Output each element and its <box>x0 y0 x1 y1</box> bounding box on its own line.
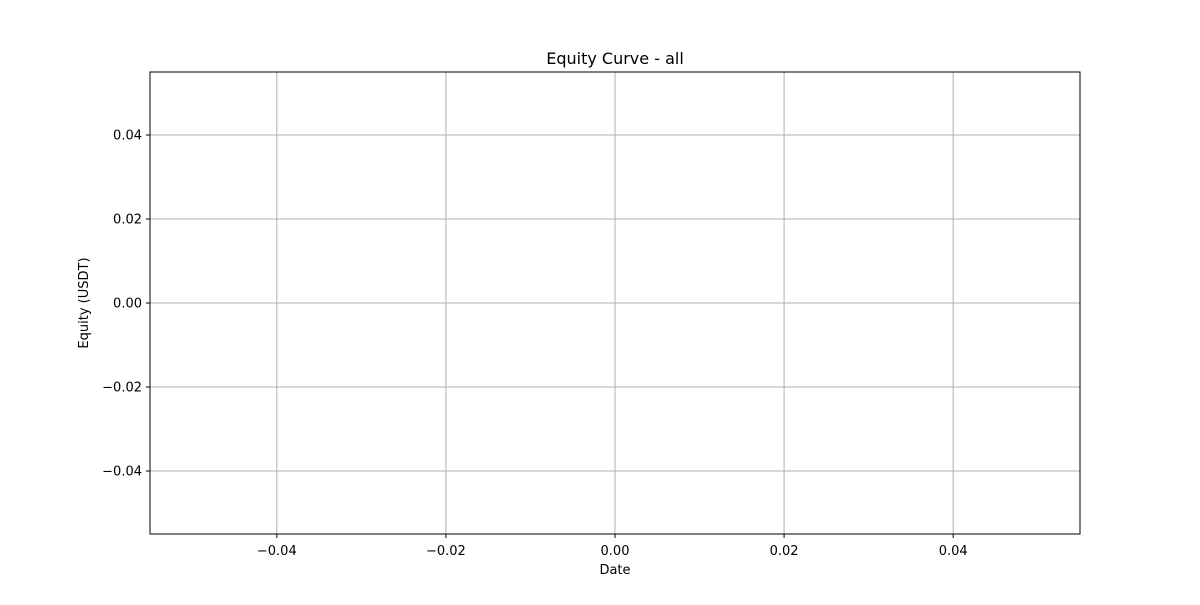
chart-title: Equity Curve - all <box>546 49 684 68</box>
y-axis-label: Equity (USDT) <box>77 257 92 348</box>
y-tick-label: 0.00 <box>113 297 142 312</box>
x-tick-label: 0.04 <box>939 544 968 559</box>
y-tick-label: −0.04 <box>102 465 142 480</box>
x-axis-label: Date <box>599 563 630 578</box>
x-tick-label: −0.02 <box>426 544 466 559</box>
grid <box>150 72 1080 534</box>
y-tick-label: 0.02 <box>113 213 142 228</box>
x-tick-label: 0.00 <box>601 544 630 559</box>
x-tick-label: −0.04 <box>257 544 297 559</box>
x-tick-label: 0.02 <box>770 544 799 559</box>
y-tick-label: 0.04 <box>113 129 142 144</box>
ticks: −0.04 −0.02 0.00 0.02 0.04 0.04 0.02 0.00 −0.02 −… <box>102 129 968 560</box>
y-tick-label: −0.02 <box>102 381 142 396</box>
